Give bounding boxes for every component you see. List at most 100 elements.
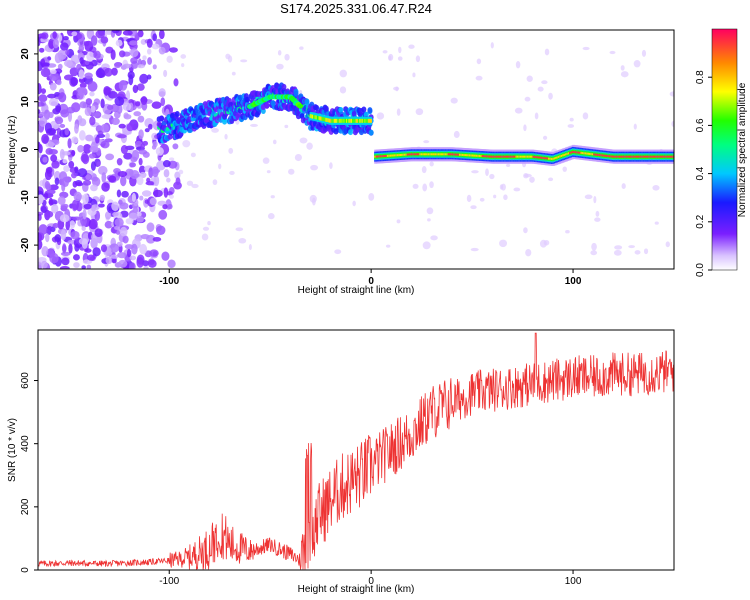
heatmap-faint-cell: [529, 176, 535, 183]
heatmap-noise-cell: [45, 166, 53, 174]
heatmap-noise-cell: [151, 43, 160, 50]
heatmap-noise-cell: [158, 88, 166, 98]
heatmap-faint-cell: [499, 184, 504, 190]
heatmap-noise-cell: [134, 101, 141, 107]
heatmap-noise-cell: [87, 81, 98, 92]
heatmap-faint-cell: [397, 56, 403, 61]
heatmap-noise-cell: [114, 62, 122, 69]
snr-x-tick-label: 0: [368, 576, 374, 587]
heatmap-faint-cell: [334, 249, 342, 255]
heatmap-faint-cell: [229, 170, 235, 175]
heatmap-ridge-cell: [176, 118, 182, 125]
heatmap-noise-cell: [45, 233, 50, 243]
colorbar-tick-label: 0.4: [695, 166, 706, 180]
heatmap-noise-cell: [130, 48, 139, 58]
heatmap-noise-cell: [152, 189, 163, 198]
heatmap-noise-cell: [47, 248, 55, 257]
heatmap-faint-cell: [534, 112, 539, 120]
heatmap-ridge-cell: [264, 102, 270, 109]
heatmap-noise-cell: [158, 30, 165, 40]
heatmap-noise-cell: [69, 220, 76, 229]
heatmap-faint-cell: [671, 120, 674, 127]
heatmap-noise-cell: [90, 35, 98, 46]
heatmap-faint-cell: [430, 235, 438, 241]
heatmap-ridge-cell: [314, 104, 320, 111]
heatmap-noise-cell: [90, 184, 98, 192]
heatmap-noise-cell: [82, 143, 92, 154]
heatmap-noise-cell: [122, 102, 132, 111]
heatmap-faint-cell: [593, 195, 597, 204]
heatmap-noise-cell: [74, 123, 79, 134]
heatmap-faint-cell: [493, 194, 497, 199]
heatmap-noise-cell: [131, 192, 136, 202]
heatmap-noise-cell: [84, 248, 92, 253]
heatmap-faint-cell: [524, 96, 531, 102]
heatmap-band-core: [368, 118, 372, 123]
heatmap-faint-cell: [339, 86, 347, 94]
heatmap-noise-cell: [44, 122, 52, 134]
heatmap-noise-cell: [59, 148, 65, 160]
heatmap-noise-cell: [90, 141, 98, 151]
heatmap-faint-cell: [476, 58, 482, 65]
heatmap-noise-cell: [138, 149, 148, 155]
heatmap-noise-cell: [104, 211, 112, 220]
heatmap-noise-cell: [161, 251, 170, 261]
chart-title: S174.2025.331.06.47.R24: [280, 1, 432, 16]
heatmap-noise-cell: [169, 47, 178, 53]
heatmap-noise-cell: [85, 174, 92, 180]
heatmap-faint-cell: [565, 230, 570, 234]
heatmap-faint-cell: [628, 245, 635, 249]
heatmap-faint-cell: [654, 221, 659, 225]
heatmap-noise-cell: [101, 182, 110, 192]
heatmap-ridge-cell: [159, 115, 165, 122]
heatmap-faint-cell: [168, 157, 175, 161]
heatmap-faint-cell: [388, 55, 392, 61]
heatmap-faint-cell: [339, 69, 348, 78]
heatmap-ridge-cell: [367, 107, 373, 114]
heatmap-noise-cell: [144, 128, 150, 133]
heatmap-faint-cell: [166, 55, 173, 63]
heatmap-noise-cell: [81, 225, 86, 231]
heatmap-noise-cell: [59, 214, 70, 223]
heatmap-noise-cell: [94, 228, 103, 238]
heatmap-noise-cell: [71, 199, 79, 211]
heatmap-noise-cell: [115, 39, 123, 47]
heatmap-noise-cell: [118, 80, 128, 91]
heatmap-faint-cell: [277, 50, 282, 56]
heatmap-faint-cell: [329, 162, 333, 169]
snr-y-tick-label: 200: [20, 498, 31, 515]
heatmap-noise-cell: [99, 194, 106, 202]
snr-x-axis-label: Height of straight line (km): [298, 584, 415, 595]
heatmap-noise-cell: [163, 187, 169, 198]
heatmap-noise-cell: [162, 160, 171, 168]
heatmap-noise-cell: [105, 153, 115, 161]
heatmap-noise-cell: [55, 105, 62, 112]
heatmap-noise-cell: [174, 171, 181, 180]
heatmap-noise-cell: [60, 42, 69, 51]
heatmap-faint-cell: [594, 217, 601, 222]
heatmap-noise-cell: [70, 77, 79, 86]
colorbar: 0.0 0.2 0.4 0.6 0.8 Normalized spectral ampl…: [695, 28, 748, 277]
heatmap-faint-cell: [235, 227, 244, 232]
heatmap-noise-cell: [166, 191, 173, 196]
heatmap-noise-cell: [38, 144, 43, 154]
heatmap-faint-cell: [582, 46, 590, 51]
heatmap-noise-cell: [96, 133, 106, 138]
heatmap-noise-cell: [43, 109, 51, 120]
heatmap-noise-cell: [111, 30, 120, 34]
heatmap-noise-cell: [105, 256, 113, 265]
heatmap-noise-cell: [108, 175, 117, 183]
heatmap-faint-cell: [609, 50, 616, 55]
heatmap-noise-cell: [56, 79, 62, 86]
heatmap-noise-cell: [147, 57, 152, 65]
heatmap-noise-cell: [54, 52, 62, 64]
heatmap-faint-cell: [368, 192, 375, 201]
heatmap-faint-cell: [224, 133, 228, 140]
heatmap-faint-cell: [633, 60, 641, 68]
heatmap-faint-cell: [426, 207, 434, 215]
heatmap-noise-cell: [125, 217, 134, 225]
spectrogram-y-tick-label: -10: [20, 190, 31, 205]
heatmap-faint-cell: [590, 250, 598, 256]
heatmap-faint-cell: [429, 181, 434, 189]
